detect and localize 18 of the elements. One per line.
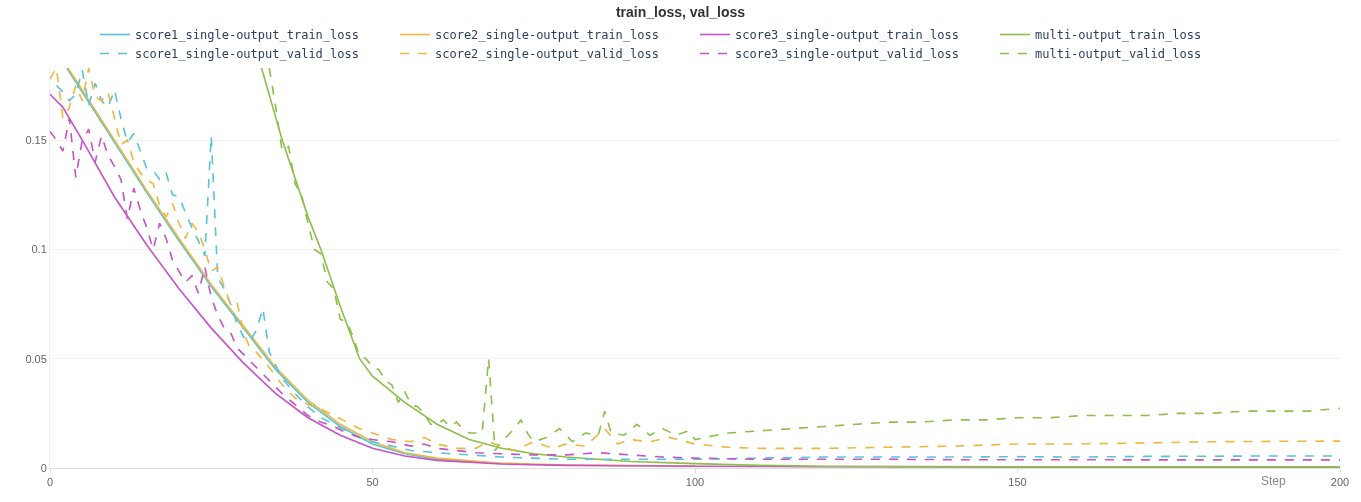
- legend-label: score3_single-output_valid_loss: [735, 47, 959, 62]
- legend-label: score2_single-output_valid_loss: [435, 47, 659, 62]
- x-axis-title: Step: [1261, 474, 1287, 488]
- y-tick-label: 0: [40, 461, 47, 474]
- chart-title: train_loss, val_loss: [615, 4, 746, 21]
- x-tick-label: 200: [1330, 476, 1350, 489]
- x-tick-label: 50: [366, 476, 379, 489]
- legend-label: multi-output_train_loss: [1035, 28, 1202, 43]
- x-tick-label: 150: [1008, 476, 1027, 489]
- x-tick-label: 100: [685, 476, 705, 489]
- legend-label: score2_single-output_train_loss: [435, 28, 659, 43]
- legend-label: multi-output_valid_loss: [1035, 47, 1202, 62]
- legend-label: score3_single-output_train_loss: [735, 28, 959, 43]
- legend-label: score1_single-output_valid_loss: [135, 47, 359, 62]
- y-tick-label: 0.05: [25, 352, 47, 365]
- y-tick-label: 0.15: [25, 133, 47, 146]
- y-tick-label: 0.1: [31, 243, 47, 256]
- legend-label: score1_single-output_train_loss: [135, 28, 359, 43]
